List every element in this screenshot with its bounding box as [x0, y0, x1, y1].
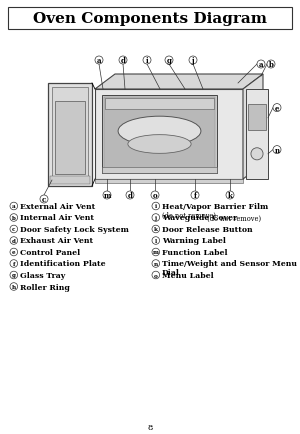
Circle shape — [226, 191, 234, 200]
Circle shape — [10, 272, 18, 279]
Bar — [52, 88, 88, 183]
Text: Internal Air Vent: Internal Air Vent — [20, 214, 94, 222]
Text: d: d — [121, 57, 125, 65]
Circle shape — [10, 283, 18, 291]
Circle shape — [273, 104, 281, 112]
Text: Function Label: Function Label — [162, 248, 227, 256]
Text: (do not remove): (do not remove) — [162, 211, 216, 220]
Text: Time/Weight and Sensor Menu: Time/Weight and Sensor Menu — [162, 260, 297, 268]
Bar — [105, 99, 214, 110]
Text: m: m — [103, 191, 111, 200]
Text: g: g — [167, 57, 171, 65]
Text: Heat/Vapor Barrier Film: Heat/Vapor Barrier Film — [162, 203, 268, 210]
Circle shape — [152, 203, 160, 210]
Circle shape — [191, 191, 199, 200]
Text: Waveguide Cover: Waveguide Cover — [162, 214, 237, 222]
Text: Menu Label: Menu Label — [162, 271, 213, 279]
Text: n: n — [154, 261, 158, 266]
Text: l: l — [155, 238, 157, 243]
Text: a: a — [97, 57, 101, 65]
Bar — [48, 84, 92, 187]
Bar — [102, 168, 217, 174]
Text: h: h — [12, 284, 16, 289]
Circle shape — [10, 226, 18, 233]
Text: c: c — [42, 196, 46, 204]
Text: Door Safety Lock System: Door Safety Lock System — [20, 226, 128, 233]
Bar — [102, 96, 217, 174]
Text: i: i — [146, 57, 148, 65]
Text: i: i — [155, 204, 157, 209]
Circle shape — [152, 249, 160, 256]
Circle shape — [152, 237, 160, 245]
Text: o: o — [154, 273, 158, 278]
Circle shape — [10, 237, 18, 245]
Bar — [95, 180, 243, 184]
Text: Glass Tray: Glass Tray — [20, 271, 65, 279]
Polygon shape — [243, 75, 263, 180]
Circle shape — [126, 191, 134, 200]
Circle shape — [95, 57, 103, 65]
Text: f: f — [194, 191, 196, 200]
Text: Control Panel: Control Panel — [20, 248, 80, 256]
Text: e: e — [12, 250, 16, 255]
Text: Roller Ring: Roller Ring — [20, 283, 70, 291]
Circle shape — [273, 146, 281, 154]
Bar — [248, 105, 266, 130]
Circle shape — [10, 203, 18, 210]
Circle shape — [257, 61, 265, 69]
Text: Door Release Button: Door Release Button — [162, 226, 252, 233]
Text: (do not remove): (do not remove) — [205, 214, 261, 222]
Text: j: j — [155, 216, 157, 220]
Bar — [246, 90, 268, 180]
Text: k: k — [154, 227, 158, 232]
Text: o: o — [153, 191, 157, 200]
Circle shape — [103, 191, 111, 200]
Text: m: m — [153, 250, 159, 255]
Text: n: n — [274, 146, 280, 154]
Circle shape — [152, 272, 160, 279]
Text: c: c — [12, 227, 16, 232]
Circle shape — [152, 214, 160, 222]
Text: f: f — [13, 261, 15, 266]
Circle shape — [40, 196, 48, 204]
Text: a: a — [12, 204, 16, 209]
Ellipse shape — [251, 148, 263, 161]
Ellipse shape — [128, 135, 191, 154]
Text: Dial: Dial — [162, 269, 179, 277]
Circle shape — [152, 226, 160, 233]
Bar — [8, 8, 292, 30]
Text: Warning Label: Warning Label — [162, 237, 226, 245]
Circle shape — [152, 260, 160, 268]
Circle shape — [151, 191, 159, 200]
Circle shape — [10, 260, 18, 268]
Text: b: b — [12, 216, 16, 220]
Bar — [55, 102, 85, 174]
Circle shape — [267, 61, 275, 69]
Text: g: g — [12, 273, 16, 278]
Bar — [50, 177, 90, 184]
Text: e: e — [275, 104, 279, 112]
Text: d: d — [12, 238, 16, 243]
Text: External Air Vent: External Air Vent — [20, 203, 95, 210]
Circle shape — [119, 57, 127, 65]
Text: Exhaust Air Vent: Exhaust Air Vent — [20, 237, 93, 245]
Polygon shape — [95, 90, 243, 180]
Ellipse shape — [118, 117, 201, 147]
Circle shape — [165, 57, 173, 65]
Text: k: k — [228, 191, 232, 200]
Text: Oven Components Diagram: Oven Components Diagram — [33, 12, 267, 26]
Text: j: j — [192, 57, 194, 65]
Text: 8: 8 — [147, 423, 153, 431]
Text: Identification Plate: Identification Plate — [20, 260, 105, 268]
Circle shape — [10, 249, 18, 256]
Bar — [104, 98, 215, 171]
Text: a: a — [259, 61, 263, 69]
Polygon shape — [95, 75, 263, 90]
Circle shape — [10, 214, 18, 222]
Text: d: d — [128, 191, 132, 200]
Text: b: b — [268, 61, 273, 69]
Circle shape — [189, 57, 197, 65]
Circle shape — [143, 57, 151, 65]
